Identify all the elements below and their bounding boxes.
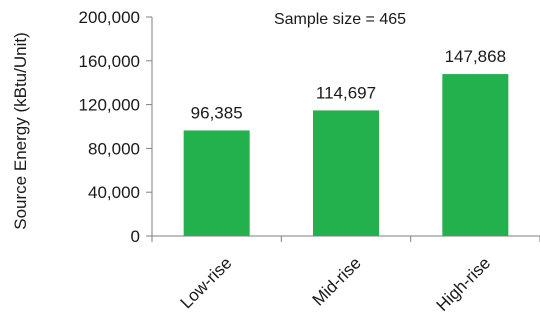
- x-axis: Low-rise Mid-rise High-rise: [151, 235, 540, 315]
- data-labels: 96,385 114,697 147,868: [191, 47, 506, 122]
- y-tick-label: 40,000: [88, 183, 140, 202]
- y-tick-label: 160,000: [79, 52, 140, 71]
- bar-high-rise: [442, 74, 509, 237]
- y-tick-label: 80,000: [88, 139, 140, 158]
- data-label: 114,697: [316, 83, 376, 102]
- y-axis: 0 40,000 80,000 120,000 160,000 200,000: [79, 8, 153, 246]
- bars: [183, 74, 509, 237]
- bar-low-rise: [183, 130, 250, 236]
- x-tick-label: High-rise: [433, 253, 495, 315]
- data-label: 147,868: [445, 47, 506, 66]
- y-tick-label: 120,000: [79, 96, 140, 115]
- y-tick-label: 0: [131, 227, 140, 246]
- x-tick-label: Mid-rise: [309, 253, 365, 309]
- x-tick-label: Low-rise: [177, 253, 236, 312]
- bar-mid-rise: [313, 110, 379, 236]
- y-axis-label: Source Energy (kBtu/Unit): [11, 32, 30, 229]
- sample-size-annotation: Sample size = 465: [274, 11, 406, 28]
- y-tick-label: 200,000: [79, 8, 140, 27]
- data-label: 96,385: [191, 103, 243, 122]
